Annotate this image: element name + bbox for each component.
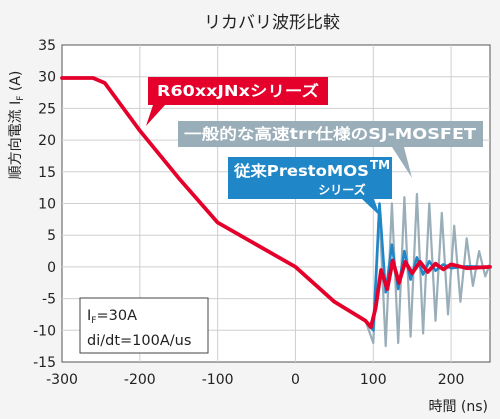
callout-r60xxjnx: R60xxJNxシリーズ bbox=[146, 77, 328, 126]
x-tick-label: -200 bbox=[124, 372, 156, 388]
callout-gray-pointer bbox=[392, 147, 412, 178]
callout-blue-label-line2: シリーズ bbox=[318, 182, 365, 197]
y-axis-label-main: 順方向電流 I bbox=[8, 101, 24, 180]
y-axis-label: 順方向電流 IF (A) bbox=[8, 71, 26, 180]
y-axis-label-unit: (A) bbox=[8, 71, 24, 96]
callout-red-box bbox=[148, 77, 328, 105]
y-tick-label: -5 bbox=[42, 292, 56, 308]
y-tick-label: 25 bbox=[38, 101, 56, 117]
y-tick-label: -15 bbox=[33, 355, 56, 371]
y-axis-ticks: 35 30 25 20 15 10 5 0 -5 -10 -15 bbox=[33, 38, 56, 371]
callout-gray-label: 一般的な高速trr仕様のSJ-MOSFET bbox=[184, 125, 477, 143]
x-tick-label: 100 bbox=[360, 372, 387, 388]
series-group bbox=[60, 76, 492, 348]
test-conditions: IF=30A di/dt=100A/us bbox=[79, 297, 209, 354]
callout-blue-label-line1: 従来PrestoMOS bbox=[233, 162, 369, 180]
conditions-if-value: =30A bbox=[96, 308, 137, 324]
x-tick-label: 200 bbox=[438, 372, 465, 388]
chart-title: リカバリ波形比較 bbox=[204, 13, 340, 33]
series-line-r60xxjnx bbox=[60, 76, 492, 329]
x-tick-label: -100 bbox=[202, 372, 234, 388]
conditions-if-subscript: F bbox=[91, 316, 96, 326]
callout-blue-trademark: TM bbox=[370, 158, 390, 172]
callout-general-sj-mosfet: 一般的な高速trr仕様のSJ-MOSFET bbox=[178, 121, 483, 178]
y-axis-label-subscript: F bbox=[16, 96, 26, 101]
callout-gray-box bbox=[178, 121, 483, 147]
x-axis-label: 時間 (ns) bbox=[428, 399, 488, 415]
conditions-if-symbol: I bbox=[87, 308, 91, 324]
y-tick-label: 5 bbox=[47, 228, 56, 244]
y-tick-label: 20 bbox=[38, 133, 56, 149]
conditions-line-2: di/dt=100A/us bbox=[87, 333, 191, 349]
conditions-box bbox=[79, 297, 209, 354]
callout-blue-pointer bbox=[362, 199, 380, 216]
y-tick-label: 0 bbox=[47, 260, 56, 276]
callout-red-pointer bbox=[146, 105, 165, 126]
y-tick-label: 35 bbox=[38, 38, 56, 54]
callout-red-label: R60xxJNxシリーズ bbox=[157, 82, 319, 100]
conditions-line-1: IF=30A bbox=[87, 308, 137, 326]
x-tick-label: 0 bbox=[291, 372, 300, 388]
x-axis-ticks: -300 -200 -100 0 100 200 bbox=[46, 372, 464, 388]
y-tick-label: -10 bbox=[33, 323, 56, 339]
callout-prestomos: 従来PrestoMOS TM シリーズ bbox=[228, 157, 392, 216]
y-tick-label: 10 bbox=[38, 197, 56, 213]
callout-blue-box bbox=[228, 157, 392, 199]
y-tick-label: 30 bbox=[38, 70, 56, 86]
y-tick-label: 15 bbox=[38, 165, 56, 181]
x-tick-label: -300 bbox=[46, 372, 78, 388]
